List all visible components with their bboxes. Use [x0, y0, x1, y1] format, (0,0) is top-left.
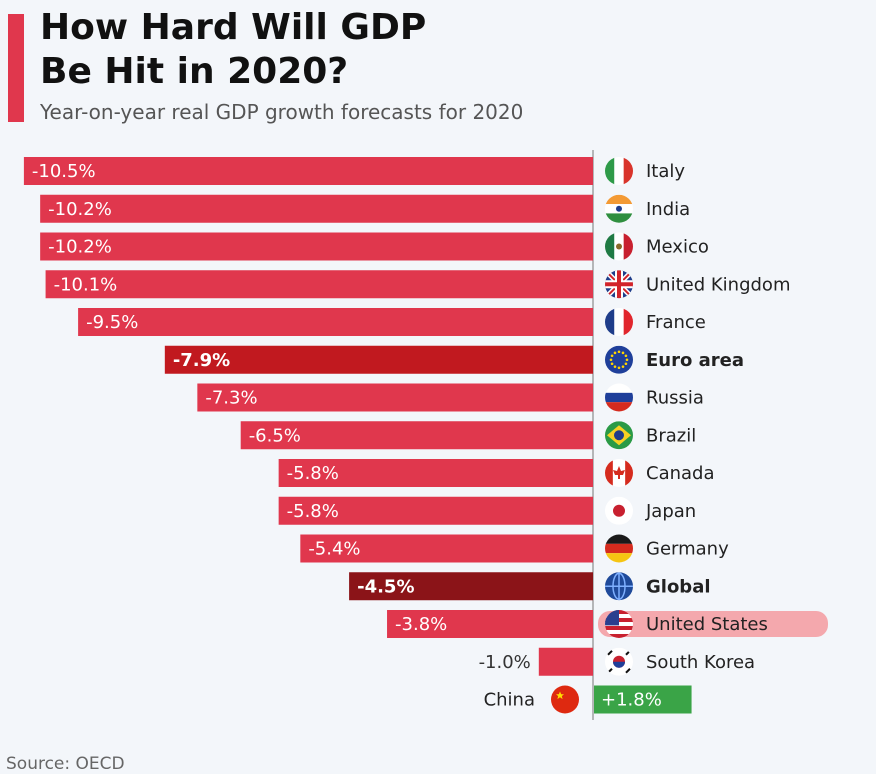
value-label: -5.4% [308, 539, 360, 560]
bar-united-states [387, 610, 593, 638]
value-label: +1.8% [601, 690, 662, 711]
category-label: South Korea [646, 652, 755, 673]
bar-germany [300, 534, 593, 563]
category-label: India [646, 199, 690, 220]
value-label: -10.1% [54, 274, 118, 295]
bar-south-korea [538, 647, 593, 676]
title-line-2: Be Hit in 2020? [40, 51, 349, 92]
value-label: -3.8% [395, 614, 447, 635]
title-line-1: How Hard Will GDP [40, 7, 427, 48]
uk-flag-icon [605, 270, 633, 299]
page-title: How Hard Will GDP Be Hit in 2020? [40, 6, 426, 94]
bar-global [349, 572, 593, 601]
china-flag-icon [551, 685, 579, 714]
page-subtitle: Year-on-year real GDP growth forecasts f… [40, 100, 524, 124]
category-label: Italy [646, 161, 685, 182]
bar-japan [278, 496, 593, 525]
globe-icon [605, 572, 633, 601]
category-label: Brazil [646, 425, 696, 446]
mexico-flag-icon [605, 232, 633, 261]
value-label: -6.5% [249, 425, 301, 446]
bar-brazil [240, 421, 593, 450]
category-label: Germany [646, 539, 729, 560]
highlight-marker [598, 611, 828, 637]
france-flag-icon [605, 308, 633, 336]
bar-italy [23, 157, 593, 185]
canada-flag-icon [605, 459, 633, 487]
value-label: -10.2% [48, 199, 112, 220]
eu-flag-icon [605, 345, 633, 374]
bar-euro-area [164, 345, 593, 374]
germany-flag-icon [605, 534, 633, 563]
value-label: -5.8% [287, 463, 339, 484]
value-label: -7.9% [173, 350, 230, 371]
category-label: Russia [646, 388, 704, 409]
value-label: -10.2% [48, 237, 112, 258]
usa-flag-icon [605, 610, 633, 638]
gdp-bar-chart: -10.5% Italy -10.2% India -10.2% Mexico -10.1%… [23, 150, 828, 720]
bar-united-kingdom [45, 270, 593, 299]
bar-india [40, 194, 594, 223]
title-accent-bar [8, 14, 24, 122]
category-label: Japan [645, 501, 696, 522]
south-korea-flag-icon [605, 647, 633, 676]
bar-mexico [40, 232, 594, 261]
brazil-flag-icon [605, 421, 633, 450]
japan-flag-icon [605, 496, 633, 525]
value-label: -9.5% [86, 312, 138, 333]
russia-flag-icon [605, 383, 633, 412]
category-label: France [646, 312, 706, 333]
category-label: Euro area [646, 350, 744, 371]
category-label: Canada [646, 463, 715, 484]
india-flag-icon [605, 194, 633, 223]
value-label: -10.5% [32, 161, 96, 182]
bar-china [594, 685, 692, 714]
value-label: -4.5% [357, 576, 414, 597]
category-label: United Kingdom [646, 274, 790, 295]
bar-canada [278, 459, 593, 487]
italy-flag-icon [605, 157, 633, 185]
category-label: China [484, 690, 535, 711]
value-label: -1.0% [479, 652, 531, 673]
category-label: Mexico [646, 237, 709, 258]
bar-russia [197, 383, 593, 412]
bar-france [78, 308, 594, 336]
value-label: -5.8% [287, 501, 339, 522]
category-label: Global [646, 576, 711, 597]
source-note: Source: OECD [6, 754, 125, 774]
category-label: United States [646, 614, 768, 635]
value-label: -7.3% [205, 388, 257, 409]
